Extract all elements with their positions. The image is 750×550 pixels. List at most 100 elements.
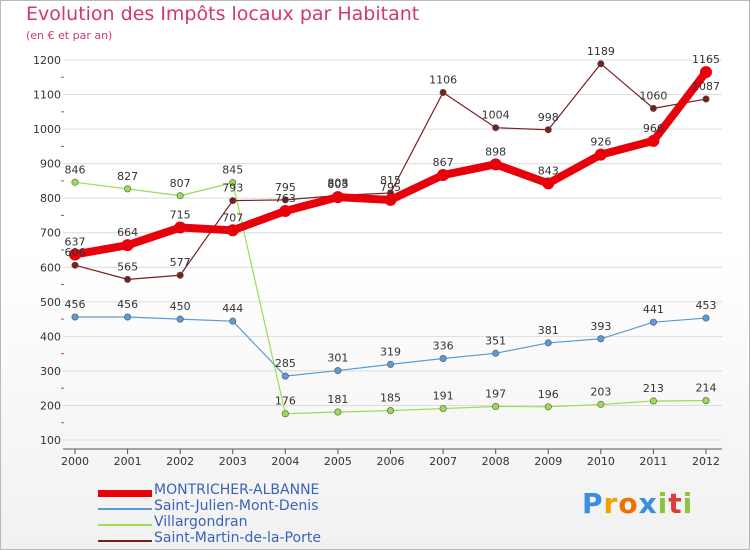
x-tick-label: 2006 [377, 455, 405, 468]
data-point [174, 221, 187, 234]
data-label: 803 [327, 178, 348, 191]
logo-letter: t [668, 487, 683, 520]
data-point [334, 367, 342, 375]
data-point [492, 349, 500, 357]
data-point [124, 185, 132, 193]
logo-letter: r [603, 487, 619, 520]
data-label: 843 [538, 164, 559, 177]
data-label: 1004 [482, 109, 510, 122]
data-point [492, 402, 500, 410]
data-point [124, 275, 132, 283]
data-label: 213 [643, 382, 664, 395]
x-tick-label: 2002 [166, 455, 194, 468]
data-label: 441 [643, 303, 664, 316]
data-label: 191 [433, 390, 454, 403]
y-tick-label: 200 [40, 399, 61, 412]
data-point [384, 193, 397, 206]
legend-swatch [98, 524, 152, 526]
data-point [331, 191, 344, 204]
x-tick-label: 2007 [429, 455, 457, 468]
legend-swatch [98, 490, 152, 497]
y-tick-label: 1200 [33, 54, 61, 67]
data-point [439, 405, 447, 413]
data-label: 664 [117, 226, 138, 239]
data-label: 926 [590, 136, 611, 149]
data-point [544, 339, 552, 347]
data-point [229, 317, 237, 325]
data-point [386, 407, 394, 415]
data-point [386, 360, 394, 368]
logo-letter: o [618, 487, 639, 520]
data-label: 203 [590, 385, 611, 398]
data-label: 827 [117, 170, 138, 183]
y-tick-label: 1100 [33, 89, 61, 102]
data-label: 393 [590, 320, 611, 333]
data-label: 1087 [692, 80, 720, 93]
data-point [121, 239, 134, 252]
data-point [597, 400, 605, 408]
legend-item-villargondran[interactable]: Villargondran [98, 514, 398, 533]
data-point [71, 261, 79, 269]
data-point [71, 313, 79, 321]
x-tick-label: 2010 [587, 455, 615, 468]
y-tick-label: 500 [40, 296, 61, 309]
data-label: 444 [222, 302, 243, 315]
data-label: 795 [380, 181, 401, 194]
data-point [226, 224, 239, 237]
legend-swatch [98, 540, 152, 542]
data-point [700, 66, 712, 79]
data-label: 1106 [429, 73, 457, 86]
data-point [649, 397, 657, 405]
data-point [439, 354, 447, 362]
data-label: 197 [485, 387, 506, 400]
data-point [334, 408, 342, 416]
legend-label: Villargondran [154, 514, 248, 530]
logo-letter: P [582, 487, 604, 520]
data-label: 319 [380, 345, 401, 358]
data-label: 637 [65, 235, 86, 248]
legend-item-saint-martin-de-la-porte[interactable]: Saint-Martin-de-la-Porte [98, 530, 398, 549]
legend-item-montricher-albanne[interactable]: MONTRICHER-ALBANNE [98, 482, 398, 501]
x-tick-label: 2001 [114, 455, 142, 468]
data-label: 1060 [639, 89, 667, 102]
data-label: 565 [117, 260, 138, 273]
x-tick-label: 2008 [482, 455, 510, 468]
data-label: 214 [696, 382, 717, 395]
y-tick-label: 800 [40, 192, 61, 205]
data-label: 301 [327, 352, 348, 365]
data-point [542, 177, 555, 190]
data-point [281, 410, 289, 418]
logo-letter: i [657, 487, 669, 520]
data-label: 453 [696, 299, 717, 312]
data-label: 793 [222, 182, 243, 195]
data-label: 351 [485, 334, 506, 347]
data-label: 815 [380, 174, 401, 187]
data-point [702, 314, 710, 322]
data-label: 707 [222, 211, 243, 224]
data-point [437, 169, 450, 182]
data-point [489, 158, 502, 171]
data-label: 1189 [587, 45, 615, 58]
legend-item-saint-julien-mont-denis[interactable]: Saint-Julien-Mont-Denis [98, 498, 398, 517]
proxiti-logo: Proxiti [582, 487, 693, 520]
data-point [229, 197, 237, 205]
data-label: 196 [538, 388, 559, 401]
legend-label: Saint-Julien-Mont-Denis [154, 498, 319, 514]
x-tick-label: 2004 [271, 455, 299, 468]
data-label: 763 [275, 192, 296, 205]
data-point [544, 403, 552, 411]
legend-label: Saint-Martin-de-la-Porte [154, 530, 321, 546]
data-label: 715 [170, 209, 191, 222]
data-point [649, 318, 657, 326]
logo-letter: i [682, 487, 694, 520]
y-tick-label: 900 [40, 158, 61, 171]
data-label: 336 [433, 339, 454, 352]
chart-title: Evolution des Impôts locaux par Habitant [26, 3, 420, 25]
data-label: 808 [327, 176, 348, 189]
data-point [594, 148, 607, 161]
data-label: 176 [275, 395, 296, 408]
x-tick-label: 2005 [324, 455, 352, 468]
data-label: 867 [433, 156, 454, 169]
